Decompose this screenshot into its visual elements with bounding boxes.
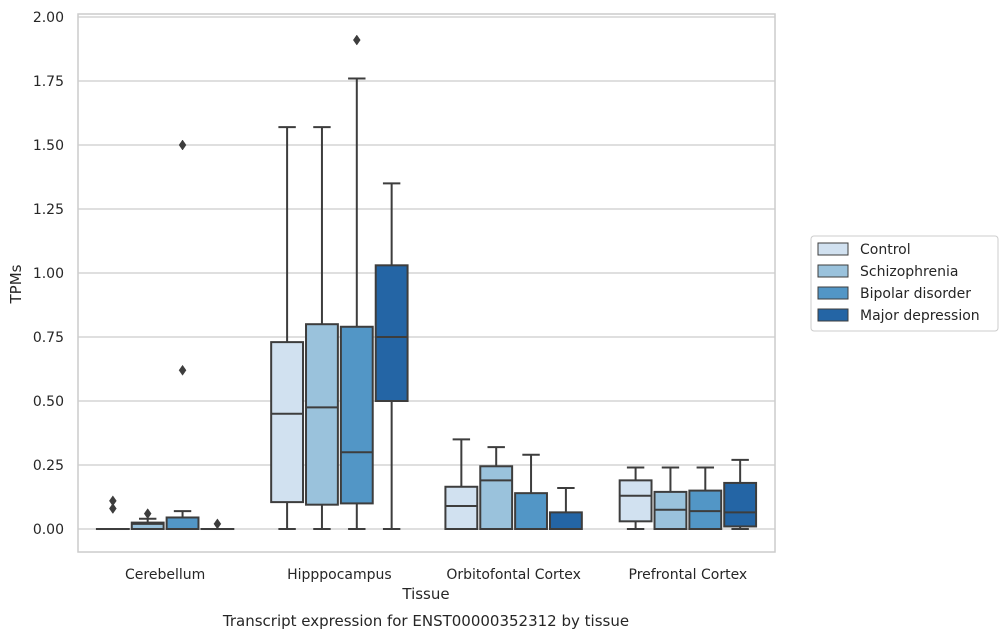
box-iqr — [130, 521, 165, 530]
y-tick-label: 0.75 — [33, 330, 64, 346]
box-iqr — [270, 341, 305, 504]
box-orbitofontal-cortex-major-depression — [548, 487, 583, 530]
x-tick-label-hipppocampus: Hipppocampus — [287, 567, 392, 583]
legend-item-control: Control — [817, 242, 911, 258]
outlier-point — [213, 518, 222, 530]
chart-caption: Transcript expression for ENST0000035231… — [222, 612, 629, 630]
box-prefrontal-cortex-schizophrenia — [653, 466, 688, 531]
legend-swatch — [817, 286, 849, 300]
box-prefrontal-cortex-major-depression — [723, 458, 758, 530]
outlier-point — [109, 503, 117, 514]
box-iqr — [688, 489, 723, 531]
box-iqr — [305, 323, 339, 506]
legend-frame — [810, 235, 999, 332]
box-orbitofontal-cortex-control — [444, 438, 479, 531]
y-tick-label: 0.00 — [33, 522, 64, 538]
legend-item-bipolar-disorder: Bipolar disorder — [817, 286, 971, 302]
box-iqr — [514, 492, 548, 531]
grid-lines — [78, 16, 775, 530]
outlier-point — [109, 495, 117, 507]
legend-swatch — [817, 308, 849, 322]
box-iqr — [548, 511, 583, 530]
box-iqr — [374, 264, 409, 402]
box-prefrontal-cortex-bipolar-disorder — [688, 466, 723, 531]
y-axis-label: TPMs — [7, 264, 25, 304]
outlier-point — [178, 364, 187, 376]
legend: Control Schizophrenia Bipolar disorder Majo… — [810, 235, 999, 332]
box-orbitofontal-cortex-schizophrenia — [479, 446, 514, 530]
outlier-point — [178, 139, 187, 151]
x-tick-label-cerebellum: Cerebellum — [125, 567, 205, 583]
box-cerebellum-control — [95, 495, 130, 531]
y-tick-label: 0.50 — [33, 394, 64, 410]
box-iqr — [723, 481, 758, 528]
x-axis-label: Tissue — [401, 585, 449, 603]
legend-items: Control Schizophrenia Bipolar disorder Majo… — [817, 242, 980, 324]
legend-label: Bipolar disorder — [860, 286, 971, 302]
y-tick-label: 2.00 — [33, 10, 64, 26]
box-iqr — [618, 479, 653, 523]
box-hipppocampus-schizophrenia — [305, 126, 339, 530]
box-hipppocampus-control — [270, 126, 305, 530]
y-tick-label: 1.50 — [33, 138, 64, 154]
box-iqr — [444, 485, 479, 531]
box-cerebellum-schizophrenia — [130, 508, 165, 530]
legend-swatch — [817, 264, 849, 278]
y-tick-label: 0.25 — [33, 458, 64, 474]
box-cerebellum-bipolar-disorder — [165, 139, 200, 530]
box-cerebellum-major-depression — [200, 518, 235, 531]
outlier-point — [143, 508, 152, 520]
y-tick-label: 1.25 — [33, 202, 64, 218]
legend-item-schizophrenia: Schizophrenia — [817, 264, 958, 280]
outlier-point — [352, 34, 361, 46]
box-iqr — [165, 516, 200, 530]
y-tick-labels: 0.00 0.25 0.50 0.75 1.00 1.25 1.50 1.75 2.00 — [33, 10, 64, 538]
box-plots — [95, 34, 758, 531]
box-orbitofontal-cortex-bipolar-disorder — [514, 453, 548, 531]
box-hipppocampus-major-depression — [374, 182, 409, 530]
y-tick-label: 1.75 — [33, 74, 64, 90]
legend-label: Major depression — [860, 308, 980, 324]
legend-swatch — [817, 242, 849, 256]
x-tick-label-orbitofontal-cortex: Orbitofontal Cortex — [446, 567, 581, 583]
y-tick-label: 1.00 — [33, 266, 64, 282]
box-hipppocampus-bipolar-disorder — [339, 34, 374, 530]
legend-label: Control — [860, 242, 911, 258]
legend-label: Schizophrenia — [860, 264, 958, 280]
box-prefrontal-cortex-control — [618, 466, 653, 530]
box-iqr — [479, 465, 514, 530]
box-iqr — [339, 325, 374, 505]
legend-item-major-depression: Major depression — [817, 308, 980, 324]
x-tick-label-prefrontal-cortex: Prefrontal Cortex — [629, 567, 748, 583]
x-tick-labels: Cerebellum Hipppocampus Orbitofontal Corte… — [125, 567, 747, 583]
plot-frame — [77, 13, 776, 553]
